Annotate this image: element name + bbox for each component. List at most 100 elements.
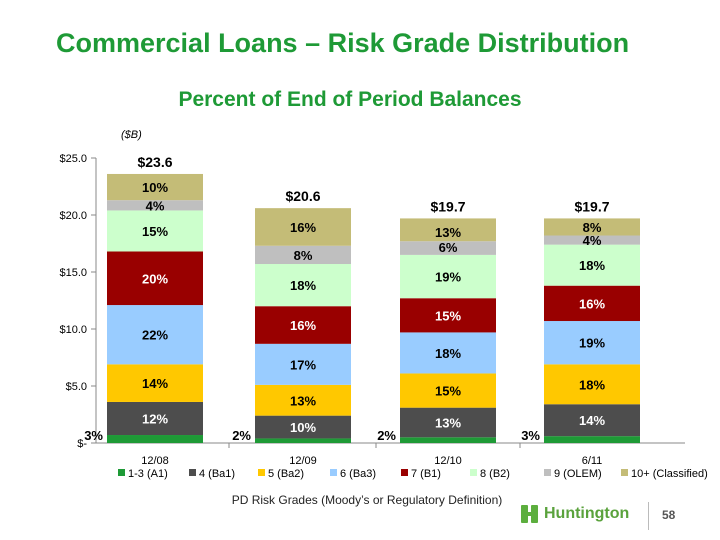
bar-segment [107,401,203,436]
stacked-bar-chart: ($B) $- $5.0 $10.0 $15.0 $20.0 $25.0 12/08 12/09… [59,129,708,480]
data-label: 19% [579,336,605,351]
data-label: 10% [290,420,316,435]
legend-label: 7 (B1) [411,468,441,480]
data-label: 20% [142,271,168,286]
x-tick-label: 12/08 [141,455,169,467]
data-label: 19% [435,270,461,285]
x-tick-label: 12/09 [289,455,317,467]
bar-segment [255,384,351,416]
bar-segment [107,364,203,402]
data-label: 22% [142,328,168,343]
legend-label: 4 (Ba1) [199,468,235,480]
logo-mark-icon [521,505,539,523]
data-label: 2% [377,428,396,443]
legend-label: 8 (B2) [480,468,510,480]
bar-total-label: $19.7 [430,198,465,214]
bar-total-label: $20.6 [285,188,320,204]
data-label: 13% [290,393,316,408]
y-tick-label: $15.0 [59,267,87,279]
chart-axes: ($B) $- $5.0 $10.0 $15.0 $20.0 $25.0 12/08 12/09… [59,129,685,467]
legend-swatch [544,469,551,476]
data-label: 15% [435,384,461,399]
bar-segment [255,438,351,443]
bar-segment [255,208,351,246]
bar-segment [544,436,640,443]
y-tick-label: $5.0 [66,381,87,393]
bar-segment [400,298,496,333]
legend-swatch [621,469,628,476]
legend-label: 9 (OLEM) [554,468,602,480]
data-label: 18% [579,377,605,392]
footer-note: PD Risk Grades (Moody’s or Regulatory De… [231,493,503,507]
bar-segment [400,373,496,408]
data-label: 3% [84,428,103,443]
x-tick-label: 6/11 [582,455,603,467]
bar-segment [544,364,640,405]
bar-segment [400,332,496,374]
page-subtitle: Percent of End of Period Balances [178,88,522,111]
bar-total-label: $23.6 [137,154,172,170]
bar-segment [255,245,351,265]
x-tick-label: 12/10 [434,455,462,467]
legend-label: 1-3 (A1) [128,468,168,480]
legend-swatch [330,469,337,476]
legend-swatch [258,469,265,476]
data-label: 17% [290,357,316,372]
data-label: 14% [142,376,168,391]
bar-segment [544,285,640,322]
data-label: 18% [435,346,461,361]
bar-segment [107,200,203,211]
bar-segment [400,218,496,242]
huntington-logo: Huntington [521,505,629,523]
data-label: 16% [579,296,605,311]
bar-segment [107,435,203,443]
legend-swatch [401,469,408,476]
legend-label: 5 (Ba2) [268,468,304,480]
data-label: 4% [583,233,602,248]
legend-swatch [470,469,477,476]
data-label: 13% [435,415,461,430]
bar-segment [544,244,640,286]
bar-segment [544,321,640,365]
bar-segment [544,218,640,236]
bar-segment [107,305,203,365]
data-label: 16% [290,318,316,333]
bar-segment [255,264,351,307]
y-unit-label: ($B) [121,129,142,141]
bar-segment [255,415,351,439]
bar-segment [400,437,496,443]
bar-segment [107,251,203,306]
data-label: 12% [142,411,168,426]
logo-text: Huntington [544,505,630,522]
bar-segment [400,407,496,438]
page-number: 58 [662,508,676,522]
y-tick-label: $20.0 [59,210,87,222]
data-label: 8% [583,220,602,235]
legend-swatch [189,469,196,476]
y-tick-label: $10.0 [59,324,87,336]
data-label: 15% [142,224,168,239]
chart-legend: 1-3 (A1) 4 (Ba1) 5 (Ba2) 6 (Ba3) 7 (B1) 8 (B2… [118,468,708,480]
data-label: 15% [435,308,461,323]
bar-segment [400,241,496,255]
y-tick-label: $- [77,438,87,450]
data-label: 2% [232,428,251,443]
bar-segment [400,254,496,299]
y-tick-label: $25.0 [59,153,87,165]
bar-segment [255,343,351,385]
data-label: 13% [435,225,461,240]
data-label: 10% [142,180,168,195]
data-label: 6% [439,240,458,255]
data-label: 4% [146,198,165,213]
bar-segment [544,235,640,245]
bar-segment [107,210,203,252]
data-label: 16% [290,220,316,235]
bar-total-label: $19.7 [574,198,609,214]
page-title: Commercial Loans – Risk Grade Distributi… [56,28,630,58]
data-label: 18% [579,258,605,273]
footer-divider [648,502,649,530]
legend-label: 6 (Ba3) [340,468,376,480]
bar-segment [544,404,640,437]
data-label: 8% [294,248,313,263]
bar-segment [255,306,351,344]
